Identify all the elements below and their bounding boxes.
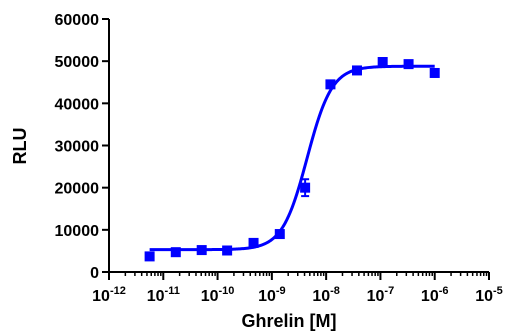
y-axis-title: RLU: [10, 128, 30, 165]
x-tick-label: 10-10: [201, 285, 235, 305]
axes: 0 10000 20000 30000 40000 50000 60000 10-12 10-1…: [55, 12, 503, 305]
data-point: [196, 245, 207, 256]
data-point: [170, 247, 181, 258]
data-point: [403, 59, 414, 70]
fit-curve-group: [149, 64, 435, 252]
data-point: [222, 245, 233, 256]
y-tick-label: 60000: [55, 12, 100, 29]
data-point: [248, 237, 259, 248]
data-points: [144, 57, 440, 262]
data-point: [351, 65, 362, 76]
data-point: [300, 182, 311, 193]
x-axis-title: Ghrelin [M]: [242, 311, 337, 331]
data-point: [144, 251, 155, 262]
y-tick-label: 10000: [55, 223, 100, 240]
x-tick-label: 10-12: [92, 285, 126, 305]
x-tick-label: 10-5: [475, 285, 503, 305]
y-tick-label: 50000: [55, 54, 100, 71]
x-tick-label: 10-9: [258, 285, 286, 305]
x-tick-label: 10-11: [147, 285, 180, 305]
x-tick-label: 10-8: [312, 285, 340, 305]
y-tick-label: 40000: [55, 96, 100, 113]
x-tick-label: 10-6: [421, 285, 449, 305]
y-tick-label: 20000: [55, 181, 100, 198]
data-point: [429, 67, 440, 78]
fit-curve: [149, 64, 435, 252]
data-point: [274, 229, 285, 240]
x-tick-label: 10-7: [367, 285, 395, 305]
data-point: [377, 57, 388, 68]
y-tick-label: 0: [90, 265, 99, 282]
y-tick-label: 30000: [55, 139, 100, 156]
data-point: [325, 79, 336, 90]
